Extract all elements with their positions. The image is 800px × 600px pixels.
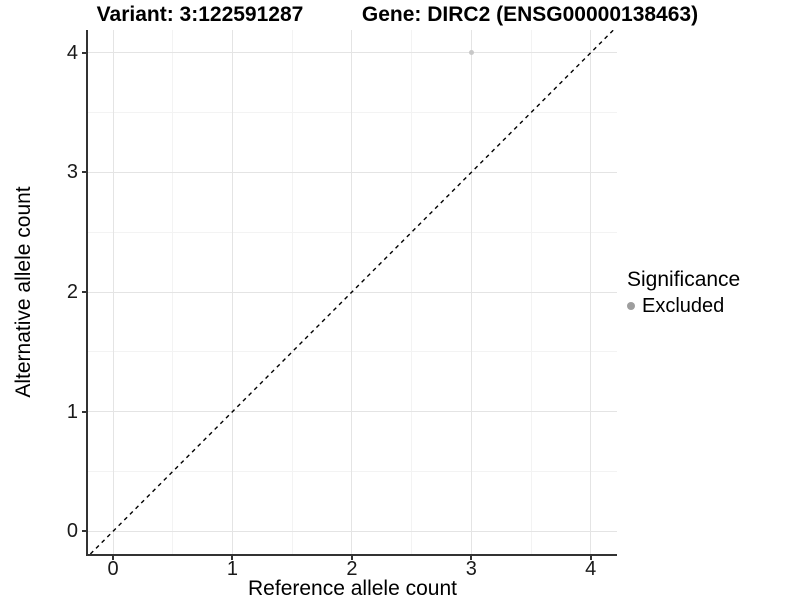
gridline-major-horizontal xyxy=(88,171,617,173)
y-tick-label: 0 xyxy=(66,520,78,543)
y-tick-label: 1 xyxy=(66,400,78,423)
gridline-minor-horizontal xyxy=(88,470,617,472)
y-axis-title: Alternative allele count xyxy=(12,186,35,398)
x-axis-tick xyxy=(350,556,353,560)
x-axis-title: Reference allele count xyxy=(248,577,457,600)
legend-title: Significance xyxy=(627,268,741,291)
x-axis-tick xyxy=(112,556,115,560)
x-axis-tick xyxy=(589,556,592,560)
x-tick-label: 3 xyxy=(465,558,477,580)
legend: Significance Excluded xyxy=(627,268,740,318)
gridline-major-horizontal xyxy=(88,530,617,532)
y-axis-tick xyxy=(82,410,86,413)
plot-panel xyxy=(88,30,617,554)
y-axis-tick xyxy=(82,171,86,174)
x-tick-label: 1 xyxy=(226,558,239,580)
x-tick-label: 2 xyxy=(346,558,358,580)
y-axis-tick xyxy=(82,530,86,533)
plot-title-gene: Gene: DIRC2 (ENSG00000138463) xyxy=(361,3,699,26)
identity-line xyxy=(89,30,614,554)
x-axis-tick xyxy=(231,556,234,560)
legend-item-excluded: Excluded xyxy=(627,294,740,318)
legend-item-label: Excluded xyxy=(642,294,725,317)
plot-title-variant: Variant: 3:122591287 xyxy=(96,3,304,26)
y-axis-tick xyxy=(82,51,86,54)
gridline-major-horizontal xyxy=(88,52,617,54)
y-tick-label: 2 xyxy=(66,281,78,303)
gridline-minor-horizontal xyxy=(88,112,617,114)
x-axis-tick xyxy=(470,556,473,560)
legend-point-icon xyxy=(627,302,635,310)
y-tick-label: 4 xyxy=(66,41,78,64)
gridline-minor-horizontal xyxy=(88,231,617,233)
y-axis-line xyxy=(86,30,88,556)
x-tick-label: 4 xyxy=(585,558,597,580)
gridline-minor-horizontal xyxy=(88,351,617,353)
x-axis-line xyxy=(86,554,617,556)
data-point xyxy=(468,50,474,56)
x-tick-label: 0 xyxy=(107,558,119,580)
gridline-major-horizontal xyxy=(88,411,617,413)
y-axis-tick xyxy=(82,291,86,293)
y-tick-label: 3 xyxy=(66,161,78,184)
